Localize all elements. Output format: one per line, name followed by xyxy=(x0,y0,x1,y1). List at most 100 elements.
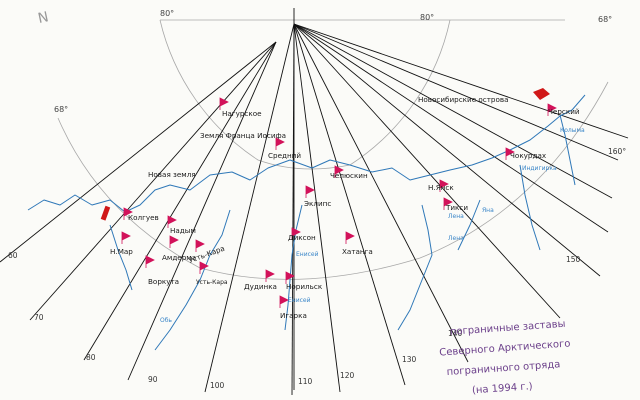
meridian-line xyxy=(293,23,613,199)
kolyma-river xyxy=(559,114,576,186)
post-igarka-label: Игарка xyxy=(280,311,307,320)
legend-line-2: Северного Арктического xyxy=(439,338,571,358)
longitude-labels: 60 70 80 90 100 110 120 130 140 150 160° xyxy=(8,147,626,390)
meridian-lines xyxy=(0,8,629,396)
river-label-lena-1: Лена xyxy=(448,213,464,220)
post-sredny-label: Средний xyxy=(268,151,301,160)
label-zemlya-frantsa-iosifa: Земля Франца Иосифа xyxy=(200,131,286,140)
latitude-grid xyxy=(57,19,609,280)
river-label-yana: Яна xyxy=(482,207,494,214)
post-amderma: Амдерма xyxy=(162,235,196,262)
longitude-label: 120 xyxy=(340,371,355,380)
yana-river xyxy=(457,199,481,251)
longitude-label: 80 xyxy=(86,353,96,362)
longitude-label: 130 xyxy=(402,355,417,364)
ob-river xyxy=(154,209,231,351)
longitude-label: 100 xyxy=(210,381,225,390)
post-norilsk-label: Норильск xyxy=(286,282,323,291)
post-khatanga-label: Хатанга xyxy=(342,247,373,256)
post-chokurdakh-label: Чокурдах xyxy=(510,151,547,160)
meridian-line xyxy=(0,41,277,263)
post-chokurdakh: Чокурдах xyxy=(505,147,547,160)
post-chelyuskin-label: Челюскин xyxy=(330,171,368,180)
river-label-enisei-2: Енисей xyxy=(288,297,311,304)
label-68-left: 68° xyxy=(54,105,68,114)
lena-river xyxy=(397,204,433,331)
parallel-68-arc xyxy=(57,81,609,280)
longitude-label: 110 xyxy=(298,377,313,386)
legend-note: пограничные заставы Северного Арктическо… xyxy=(439,319,571,397)
river-label-indigirka: Индигирка xyxy=(522,165,557,172)
post-kolguev-label: Колгуев xyxy=(128,213,159,222)
longitude-label: 140 xyxy=(448,329,463,338)
legend-line-3: пограничного отряда xyxy=(446,359,560,378)
post-nagurskoe: Нагурское xyxy=(219,97,262,118)
post-n-yansk-label: Н.Янск xyxy=(428,183,454,192)
degree-labels: 80° 80° 68° 68° xyxy=(54,9,612,114)
legend-line-4: (на 1994 г.) xyxy=(472,381,533,396)
post-dikson-label: Диксон xyxy=(288,233,316,242)
meridian-line xyxy=(293,23,341,393)
region-labels: Земля Франца Иосифа Новая земля Новосиби… xyxy=(148,95,509,179)
post-n-mar: Н.Мар xyxy=(110,231,133,256)
enisei-river xyxy=(284,204,303,331)
post-ust-kara-label: Усть-Кара xyxy=(187,244,226,265)
longitude-label: 60 xyxy=(8,251,18,260)
red-mark-east xyxy=(533,88,550,100)
meridian-line xyxy=(293,23,561,319)
meridian-line xyxy=(204,23,295,393)
longitude-label: 90 xyxy=(148,375,158,384)
meridian-line xyxy=(293,23,406,386)
meridian-line xyxy=(293,23,601,277)
corner-mark: N xyxy=(36,9,50,27)
longitude-label: 160° xyxy=(608,147,626,156)
label-80-right: 80° xyxy=(420,13,434,22)
meridian-line xyxy=(293,23,619,161)
post-vorkuta-label: Воркута xyxy=(148,277,179,286)
river-label-ob: Обь xyxy=(160,317,172,324)
river-label-lena-2: Лена xyxy=(448,235,464,242)
post-dudinka-label: Дудинка xyxy=(244,282,277,291)
parallel-80-arc xyxy=(159,19,451,170)
post-nadym-label: Надым xyxy=(170,226,196,235)
indigirka-river xyxy=(519,164,541,251)
post-amderma-label: Амдерма xyxy=(162,253,196,262)
post-nadym: Надым xyxy=(167,215,196,235)
meridian-line xyxy=(293,23,629,139)
post-norilsk: Норильск xyxy=(285,271,323,291)
meridian-line xyxy=(29,41,277,321)
post-dudinka: Дудинка xyxy=(244,269,277,291)
river-labels: Обь Енисей Енисей Лена Лена Яна Индигирк… xyxy=(160,127,585,324)
post-khatanga: Хатанга xyxy=(342,231,373,256)
longitude-label: 70 xyxy=(34,313,44,322)
post-n-mar-label: Н.Мар xyxy=(110,247,133,256)
label-80-left: 80° xyxy=(160,9,174,18)
post-n-yansk: Н.Янск xyxy=(428,179,454,192)
post-cherskiy-label: Черский xyxy=(548,107,580,116)
border-posts: Нагурское Средний Челюскин Эклипс Колгуе… xyxy=(110,97,580,320)
post-kara: Усть-Кара xyxy=(196,261,228,286)
post-igarka: Игарка xyxy=(279,295,307,320)
post-chelyuskin: Челюскин xyxy=(330,165,368,180)
post-eklips-label: Эклипс xyxy=(304,199,331,208)
meridian-line xyxy=(127,41,277,381)
post-sredny: Средний xyxy=(268,137,301,160)
post-kolguev: Колгуев xyxy=(123,207,159,222)
meridian-line xyxy=(293,23,469,363)
post-nagurskoe-label: Нагурское xyxy=(222,109,262,118)
label-68-right: 68° xyxy=(598,15,612,24)
meridian-line xyxy=(83,41,277,361)
river-label-kolyma: Колыма xyxy=(560,127,585,134)
post-cherskiy: Черский xyxy=(547,103,580,116)
pechora-river xyxy=(109,224,133,291)
coast-and-rivers xyxy=(27,94,586,351)
post-tiksi-label: Тикси xyxy=(445,203,468,212)
label-novosibirskie: Новосибирские острова xyxy=(418,95,509,104)
meridian-line xyxy=(293,23,609,233)
longitude-label: 150 xyxy=(566,255,581,264)
legend-line-1: пограничные заставы xyxy=(450,319,566,338)
red-marks xyxy=(100,88,550,221)
post-tiksi: Тикси xyxy=(443,197,468,212)
label-novaya-zemlya: Новая земля xyxy=(148,170,196,179)
